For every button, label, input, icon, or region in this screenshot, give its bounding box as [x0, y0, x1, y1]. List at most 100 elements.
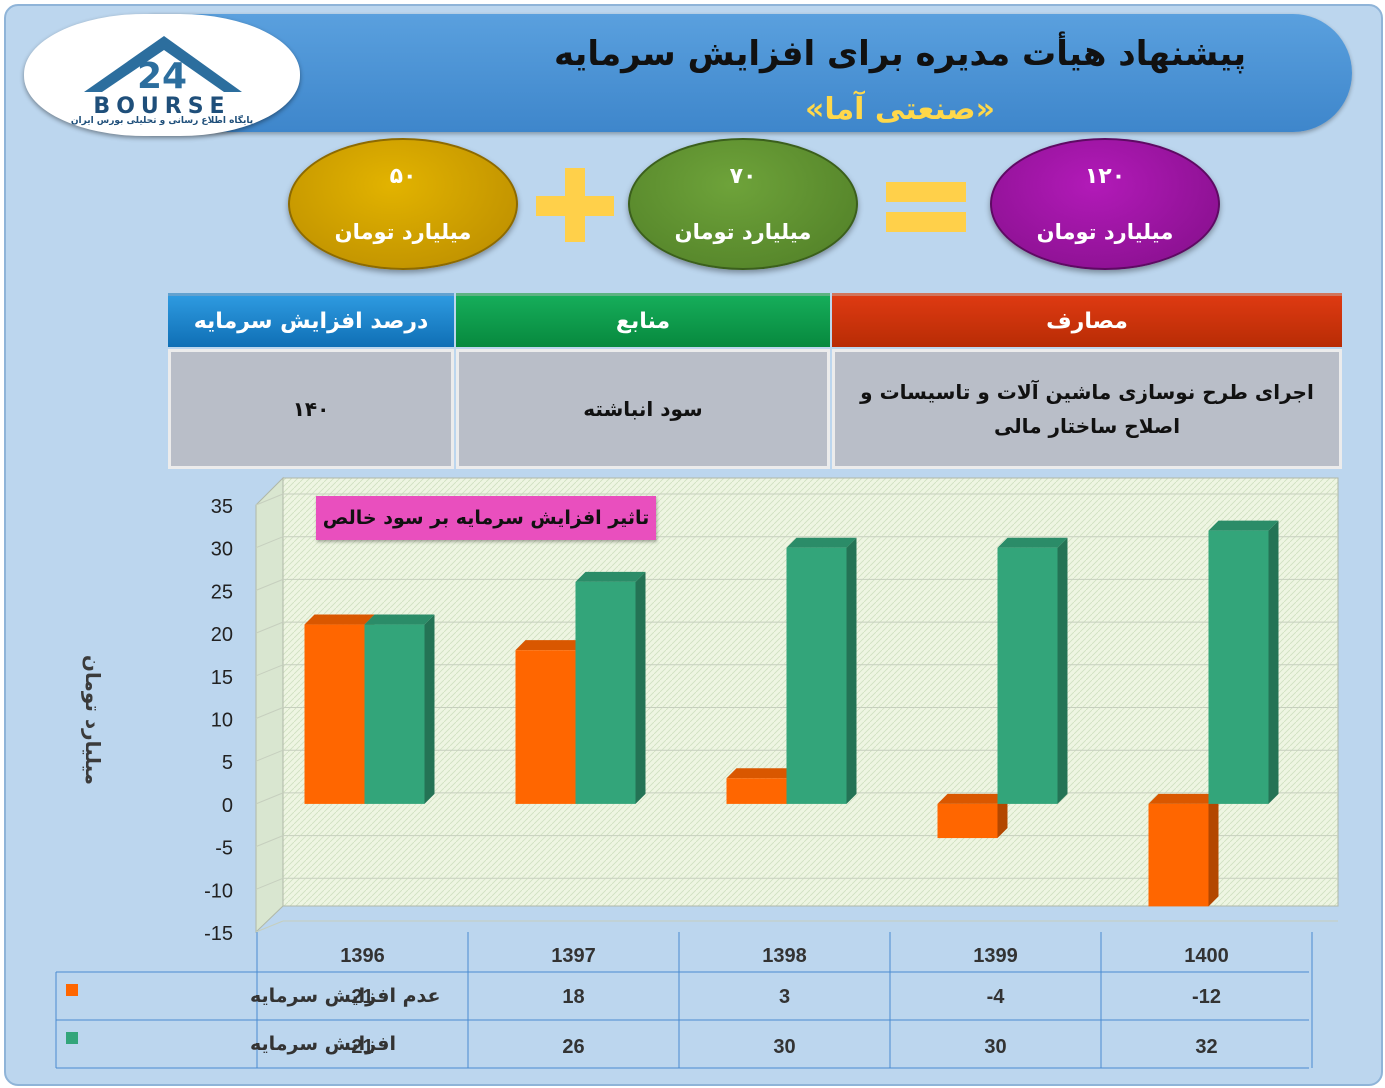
bar-top: [1208, 520, 1279, 531]
chart-title: تاثیر افزایش سرمایه بر سود خالص: [316, 496, 656, 540]
bar-side: [1057, 537, 1068, 804]
bar-side: [846, 537, 857, 804]
y-tick-label: 15: [211, 667, 233, 689]
logo-text: BOURSE: [93, 94, 231, 119]
bar-side: [424, 614, 435, 804]
bar-top: [786, 537, 857, 548]
legend-swatch: [66, 1032, 78, 1044]
bar-top: [726, 768, 797, 779]
bar-top: [937, 793, 1008, 804]
gridline-side: [255, 664, 284, 677]
y-tick-label: 10: [211, 710, 233, 732]
bar-1399-series-1: [937, 793, 1008, 839]
cell-sources: سود انباشته: [456, 349, 830, 469]
bar-side: [997, 793, 1008, 839]
bar-side: [635, 571, 646, 804]
total-unit: میلیارد تومان: [1036, 220, 1174, 244]
total-value: ۱۲۰: [1084, 164, 1126, 189]
gridline-side: [255, 493, 284, 506]
gridline-side: [255, 920, 284, 933]
bar-top: [364, 614, 435, 625]
y-tick-label: 25: [211, 581, 233, 603]
term1-value: ۵۰: [389, 164, 417, 189]
header-uses: مصارف: [832, 293, 1342, 347]
data-label: -12: [1192, 986, 1221, 1008]
gridline-side: [255, 707, 284, 719]
x-tick-label: 1399: [973, 945, 1018, 967]
gridline-side: [255, 536, 284, 549]
legend-swatch: [66, 984, 78, 996]
gridline-side: [255, 835, 284, 848]
bar-1399-series-2: [997, 537, 1068, 804]
data-label: 21: [351, 986, 373, 1008]
data-label: 18: [562, 986, 584, 1008]
data-label: 26: [562, 1036, 584, 1058]
bar-front: [997, 547, 1058, 804]
bar-front: [786, 547, 847, 804]
data-label: 21: [351, 1036, 373, 1058]
bar-1400-series-2: [1208, 520, 1279, 804]
logo-mark-text: 24: [137, 56, 187, 97]
data-label: -4: [987, 986, 1006, 1008]
y-tick-label: -10: [204, 880, 233, 902]
x-tick-label: 1397: [551, 945, 596, 967]
bar-1397-series-2: [575, 571, 646, 804]
logo-mark-icon: 24: [84, 36, 242, 97]
legend-label: عدم افزایش سرمایه: [250, 985, 440, 1007]
bar-side: [1208, 793, 1219, 907]
bar-front: [575, 581, 636, 804]
x-tick-label: 1396: [340, 945, 385, 967]
bar-1396-series-2: [364, 614, 435, 804]
header-sources: منابع: [456, 293, 830, 347]
bar-front: [726, 778, 787, 804]
data-label: 30: [984, 1036, 1006, 1058]
page-subtitle: «صنعتی آما»: [804, 92, 996, 127]
term2-unit: میلیارد تومان: [674, 220, 812, 244]
bar-front: [515, 650, 576, 804]
bar-front: [364, 624, 425, 804]
bar-1396-series-1: [304, 614, 375, 804]
bar-top: [997, 537, 1068, 548]
bar-1398-series-1: [726, 768, 797, 804]
gridline-side: [255, 749, 284, 762]
bar-top: [304, 614, 375, 625]
y-tick-label: -15: [204, 923, 233, 945]
legend-label: افزایش سرمایه: [250, 1033, 396, 1055]
y-axis-ticks: 35 30 25 20 15 10 5 0 -5 -10 -15: [204, 496, 233, 945]
data-label: 3: [779, 986, 790, 1008]
oval-term1: ۵۰ میلیارد تومان: [288, 138, 518, 270]
gridline-side: [255, 877, 284, 890]
y-tick-label: 35: [211, 496, 233, 518]
cell-uses: اجرای طرح نوسازی ماشین آلات و تاسیسات و …: [832, 349, 1342, 469]
term1-unit: میلیارد تومان: [334, 220, 472, 244]
bar-front: [304, 624, 365, 804]
bar-front: [937, 803, 998, 839]
bourse24-logo: 24 BOURSE پایگاه اطلاع رسانی و تحلیلی بو…: [24, 14, 300, 136]
data-label: 32: [1195, 1036, 1217, 1058]
page-title: پیشنهاد هیأت مدیره برای افزایش سرمایه: [553, 34, 1247, 74]
logo-tagline: پایگاه اطلاع رسانی و تحلیلی بورس ایران: [70, 116, 254, 126]
gridline-side: [255, 578, 284, 591]
y-tick-label: 20: [211, 624, 233, 646]
bars: [304, 520, 1279, 907]
bar-1397-series-1: [515, 640, 586, 804]
bar-top: [1148, 793, 1219, 804]
y-axis-label: میلیارد تومان: [81, 654, 105, 786]
x-tick-label: 1400: [1184, 945, 1229, 967]
bar-top: [515, 640, 586, 651]
header-percent: درصد افزایش سرمایه: [168, 293, 454, 347]
bar-front: [1208, 530, 1269, 804]
gridline-side: [255, 792, 284, 805]
bar-top: [575, 571, 646, 582]
data-table: 1396 21 21 1397 18 26 1398 3 30 1399 -4 30 1400 -12 32…: [55, 932, 1313, 1069]
bar-1400-series-1: [1148, 793, 1219, 907]
y-tick-label: 30: [211, 539, 233, 561]
y-tick-label: 5: [222, 752, 233, 774]
cell-percent: ۱۴۰: [168, 349, 454, 469]
gridline-side: [255, 621, 284, 634]
y-tick-label: 0: [222, 795, 233, 817]
data-label: 30: [773, 1036, 795, 1058]
bar-front: [1148, 803, 1209, 907]
oval-total: ۱۲۰ میلیارد تومان: [990, 138, 1220, 270]
